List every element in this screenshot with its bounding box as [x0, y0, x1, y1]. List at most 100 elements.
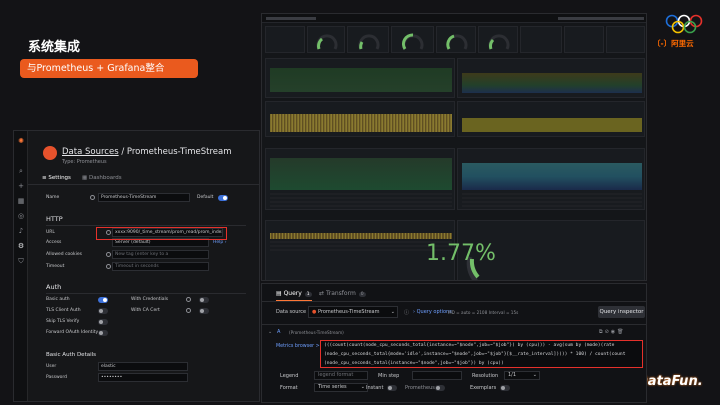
gauge-chart — [488, 34, 510, 50]
prometheus-toggle[interactable] — [435, 385, 445, 391]
timeout-input[interactable]: Timeout in seconds — [112, 262, 209, 271]
gauge-panel — [347, 26, 389, 53]
cpu-gauge-panel — [457, 220, 645, 280]
tab-transform[interactable]: ⇄ Transform 0 — [319, 290, 366, 297]
breadcrumb-datasources-link[interactable]: Data Sources — [62, 147, 119, 157]
tls-client-auth-toggle[interactable] — [98, 308, 108, 314]
grafana-side-nav: ✺ ⌕ + ▦ ◎ ♪ ⚙ ⛉ — [14, 131, 28, 401]
datasource-label: Data source — [276, 309, 307, 315]
slide-subtitle-badge: 与Prometheus + Grafana整合 — [20, 59, 198, 78]
alerting-bell-icon[interactable]: ♪ — [18, 227, 24, 235]
with-credentials-label: With Credentials — [131, 297, 169, 302]
search-icon[interactable]: ⌕ — [19, 167, 23, 175]
default-label: Default — [197, 195, 214, 200]
exemplars-toggle[interactable] — [500, 385, 510, 391]
query-meta: MD = auto = 2108 Interval = 15s — [448, 310, 519, 315]
auth-section-title: Auth — [46, 283, 62, 291]
dashboard-window — [261, 13, 647, 281]
basic-auth-toggle[interactable] — [98, 297, 108, 303]
with-credentials-toggle[interactable] — [199, 297, 209, 303]
basic-auth-details-title: Basic Auth Details — [46, 352, 97, 358]
prometheus-logo-icon: ● — [312, 309, 318, 315]
tab-dashboards[interactable]: ▦ Dashboards — [82, 175, 122, 181]
info-icon — [186, 308, 191, 313]
promql-query-editor[interactable]: (((count(count(node_cpu_seconds_total{in… — [320, 340, 643, 368]
query-letter: A — [277, 329, 281, 335]
memory-time-series-panel — [457, 148, 645, 210]
grafana-logo-icon[interactable]: ✺ — [18, 137, 24, 145]
shield-icon[interactable]: ⛉ — [18, 257, 24, 265]
password-input[interactable]: •••••••• — [98, 373, 188, 382]
plus-icon[interactable]: + — [18, 182, 24, 190]
query-row-actions[interactable]: ⧉⊘◉🗑 — [599, 329, 626, 335]
legend-table — [270, 193, 452, 208]
tab-query[interactable]: ▤ Query 1 — [276, 290, 312, 301]
transform-count-badge: 0 — [358, 292, 366, 297]
forward-oauth-toggle[interactable] — [98, 330, 108, 336]
datasource-type: Type: Prometheus — [62, 159, 107, 165]
dashboards-icon[interactable]: ▦ — [17, 197, 25, 205]
datafun-logo: DataFun. — [637, 374, 703, 389]
access-select[interactable]: Server (default) — [112, 238, 209, 247]
skip-tls-verify-toggle[interactable] — [98, 319, 108, 325]
default-toggle[interactable] — [218, 195, 228, 201]
name-input[interactable]: Prometheus-TimeStream — [98, 193, 190, 202]
resolution-label: Resolution — [472, 373, 499, 379]
legend-input[interactable]: legend format — [314, 371, 368, 380]
time-series-panel — [265, 220, 455, 280]
series-area — [270, 233, 452, 239]
query-options-link[interactable]: › Query options — [413, 309, 452, 315]
with-ca-cert-toggle[interactable] — [199, 308, 209, 314]
explore-icon[interactable]: ◎ — [17, 212, 25, 220]
series-area — [462, 118, 642, 132]
min-step-input[interactable] — [412, 371, 462, 380]
info-icon — [186, 297, 191, 302]
user-input[interactable]: elastic — [98, 362, 188, 371]
instant-label: Instant — [366, 385, 384, 391]
info-icon — [106, 252, 111, 257]
info-icon — [106, 264, 111, 269]
olympic-rings-logo — [665, 14, 703, 34]
prometheus-label: Prometheus — [405, 385, 435, 391]
resolution-select[interactable]: 1/1 ⌄ — [504, 371, 540, 380]
gauge-chart — [358, 34, 380, 50]
exemplars-label: Exemplars — [470, 385, 497, 391]
legend-label: Legend — [280, 373, 299, 379]
dashboard-title-bar — [266, 17, 316, 20]
help-icon[interactable]: ⓘ — [404, 310, 410, 316]
query-inspector-button[interactable]: Query inspector — [598, 306, 645, 318]
series-area — [270, 68, 452, 92]
gauge-chart — [402, 33, 424, 50]
user-label: User — [46, 364, 57, 369]
datasource-settings-window: ✺ ⌕ + ▦ ◎ ♪ ⚙ ⛉ Data Sources / Prometheu… — [13, 130, 260, 402]
gear-icon[interactable]: ⚙ — [17, 242, 25, 250]
stat-panel — [606, 26, 645, 53]
tabs-divider — [28, 184, 259, 185]
query-editor-window: ▤ Query 1 ⇄ Transform 0 Data source ● Pr… — [261, 283, 647, 403]
prometheus-logo-icon — [43, 146, 57, 160]
cpu-gauge-chart — [466, 256, 480, 280]
http-divider — [46, 225, 246, 226]
metrics-browser-button[interactable]: Metrics browser > — [276, 344, 320, 349]
skip-tls-verify-label: Skip TLS Verify — [46, 319, 80, 324]
query-datasource-hint: (Prometheus-TimeStream) — [289, 330, 344, 335]
aliyun-logo: 〔-〕阿里云 — [653, 39, 694, 48]
min-step-label: Min step — [378, 373, 400, 379]
tabs-divider — [262, 301, 646, 302]
time-series-panel — [265, 101, 455, 137]
legend-table — [270, 241, 452, 251]
access-help-link[interactable]: Help › — [213, 240, 227, 245]
dashboard-toolbar — [262, 14, 646, 23]
url-input[interactable]: xxxx:9090/_time_stream/prom_read/prom_in… — [112, 228, 223, 237]
time-picker[interactable] — [558, 17, 644, 20]
instant-toggle[interactable] — [387, 385, 397, 391]
url-highlight-box — [96, 227, 227, 240]
database-icon: ▤ — [276, 290, 284, 297]
datasource-select[interactable]: ● Prometheus-TimeStream ⌄ — [308, 306, 398, 318]
allowed-cookies-input[interactable]: New tag (enter key to a — [112, 250, 209, 259]
stat-panel — [564, 26, 604, 53]
collapse-chevron-icon[interactable]: ⌄ — [268, 329, 273, 335]
query-line: (node_cpu_seconds_total{instance=~"$node… — [324, 361, 504, 366]
format-select[interactable]: Time series ⌄ — [314, 383, 368, 392]
